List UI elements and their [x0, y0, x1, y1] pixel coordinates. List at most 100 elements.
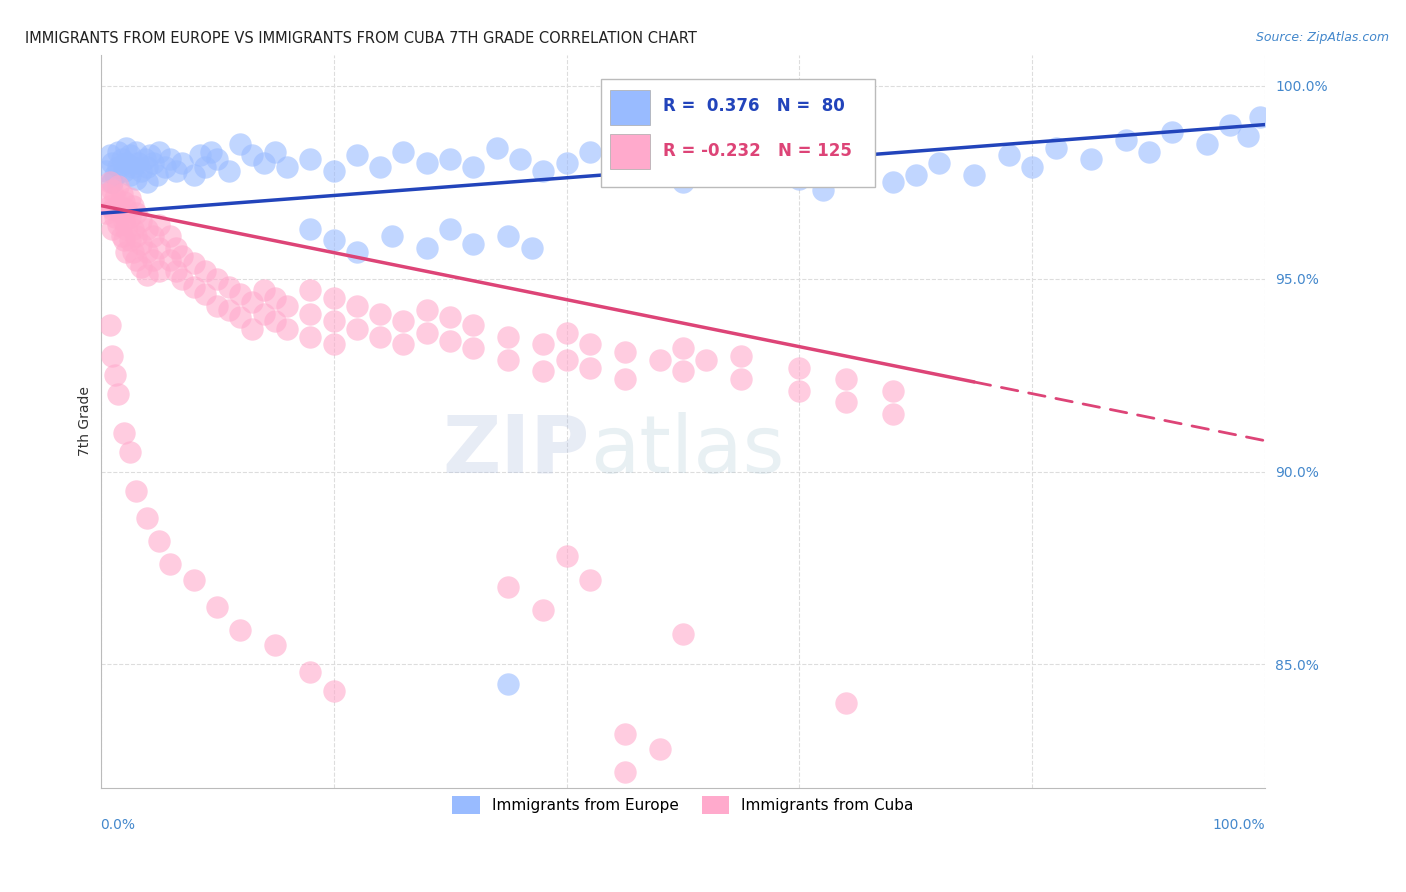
- Point: [299, 221, 322, 235]
- FancyBboxPatch shape: [610, 89, 651, 125]
- Point: [882, 384, 904, 398]
- Point: [578, 573, 600, 587]
- Point: [264, 314, 287, 328]
- Point: [835, 372, 858, 386]
- Point: [1080, 153, 1102, 167]
- Point: [136, 175, 159, 189]
- Point: [835, 395, 858, 409]
- Point: [183, 168, 205, 182]
- Point: [101, 202, 124, 217]
- Point: [112, 233, 135, 247]
- Point: [165, 264, 187, 278]
- Point: [136, 511, 159, 525]
- Point: [205, 272, 228, 286]
- Point: [789, 171, 811, 186]
- Point: [392, 145, 415, 159]
- Point: [118, 233, 141, 247]
- Point: [276, 322, 298, 336]
- Point: [136, 244, 159, 259]
- Point: [112, 214, 135, 228]
- Point: [131, 237, 153, 252]
- Point: [115, 156, 138, 170]
- Point: [963, 168, 986, 182]
- Y-axis label: 7th Grade: 7th Grade: [79, 386, 93, 457]
- Point: [194, 160, 217, 174]
- Point: [368, 306, 391, 320]
- Text: R =  0.376   N =  80: R = 0.376 N = 80: [664, 97, 845, 115]
- FancyBboxPatch shape: [610, 134, 651, 169]
- Point: [322, 291, 344, 305]
- Point: [439, 334, 461, 348]
- Point: [103, 210, 125, 224]
- Point: [112, 164, 135, 178]
- Point: [153, 160, 176, 174]
- Point: [188, 148, 211, 162]
- Point: [98, 148, 121, 162]
- Point: [368, 160, 391, 174]
- Point: [555, 549, 578, 564]
- Legend: Immigrants from Europe, Immigrants from Cuba: Immigrants from Europe, Immigrants from …: [446, 789, 920, 821]
- Point: [131, 260, 153, 275]
- Point: [578, 360, 600, 375]
- Text: ZIP: ZIP: [443, 412, 589, 490]
- Point: [416, 302, 439, 317]
- Point: [110, 206, 132, 220]
- Text: 0.0%: 0.0%: [101, 818, 135, 832]
- Point: [165, 241, 187, 255]
- Point: [555, 326, 578, 340]
- Point: [200, 145, 222, 159]
- Point: [368, 329, 391, 343]
- Point: [555, 156, 578, 170]
- Point: [416, 326, 439, 340]
- Point: [194, 287, 217, 301]
- Point: [218, 164, 240, 178]
- Point: [672, 626, 695, 640]
- Point: [101, 183, 124, 197]
- Point: [882, 175, 904, 189]
- Text: R = -0.232   N = 125: R = -0.232 N = 125: [664, 142, 852, 161]
- Point: [159, 252, 181, 267]
- Point: [730, 372, 752, 386]
- Point: [124, 229, 146, 244]
- Point: [811, 183, 834, 197]
- Point: [555, 352, 578, 367]
- Point: [463, 341, 485, 355]
- Point: [264, 638, 287, 652]
- Point: [613, 765, 636, 780]
- Point: [463, 318, 485, 332]
- Point: [205, 153, 228, 167]
- Point: [240, 322, 263, 336]
- Point: [148, 145, 170, 159]
- Point: [276, 160, 298, 174]
- Point: [904, 168, 927, 182]
- Point: [115, 202, 138, 217]
- Point: [531, 337, 554, 351]
- Point: [264, 145, 287, 159]
- Text: 100.0%: 100.0%: [1213, 818, 1265, 832]
- Point: [118, 445, 141, 459]
- Point: [299, 306, 322, 320]
- Point: [1237, 129, 1260, 144]
- Point: [648, 742, 671, 756]
- Point: [789, 384, 811, 398]
- Point: [101, 175, 124, 189]
- Point: [439, 221, 461, 235]
- Point: [127, 156, 149, 170]
- Point: [998, 148, 1021, 162]
- Point: [498, 352, 520, 367]
- Point: [112, 425, 135, 440]
- Point: [124, 483, 146, 498]
- Point: [142, 156, 165, 170]
- Point: [112, 194, 135, 209]
- Point: [122, 198, 145, 212]
- Point: [107, 198, 129, 212]
- Point: [122, 221, 145, 235]
- Point: [299, 153, 322, 167]
- Point: [107, 160, 129, 174]
- Point: [322, 337, 344, 351]
- Point: [229, 623, 252, 637]
- Point: [159, 229, 181, 244]
- Point: [322, 233, 344, 247]
- Point: [229, 136, 252, 151]
- Point: [172, 272, 194, 286]
